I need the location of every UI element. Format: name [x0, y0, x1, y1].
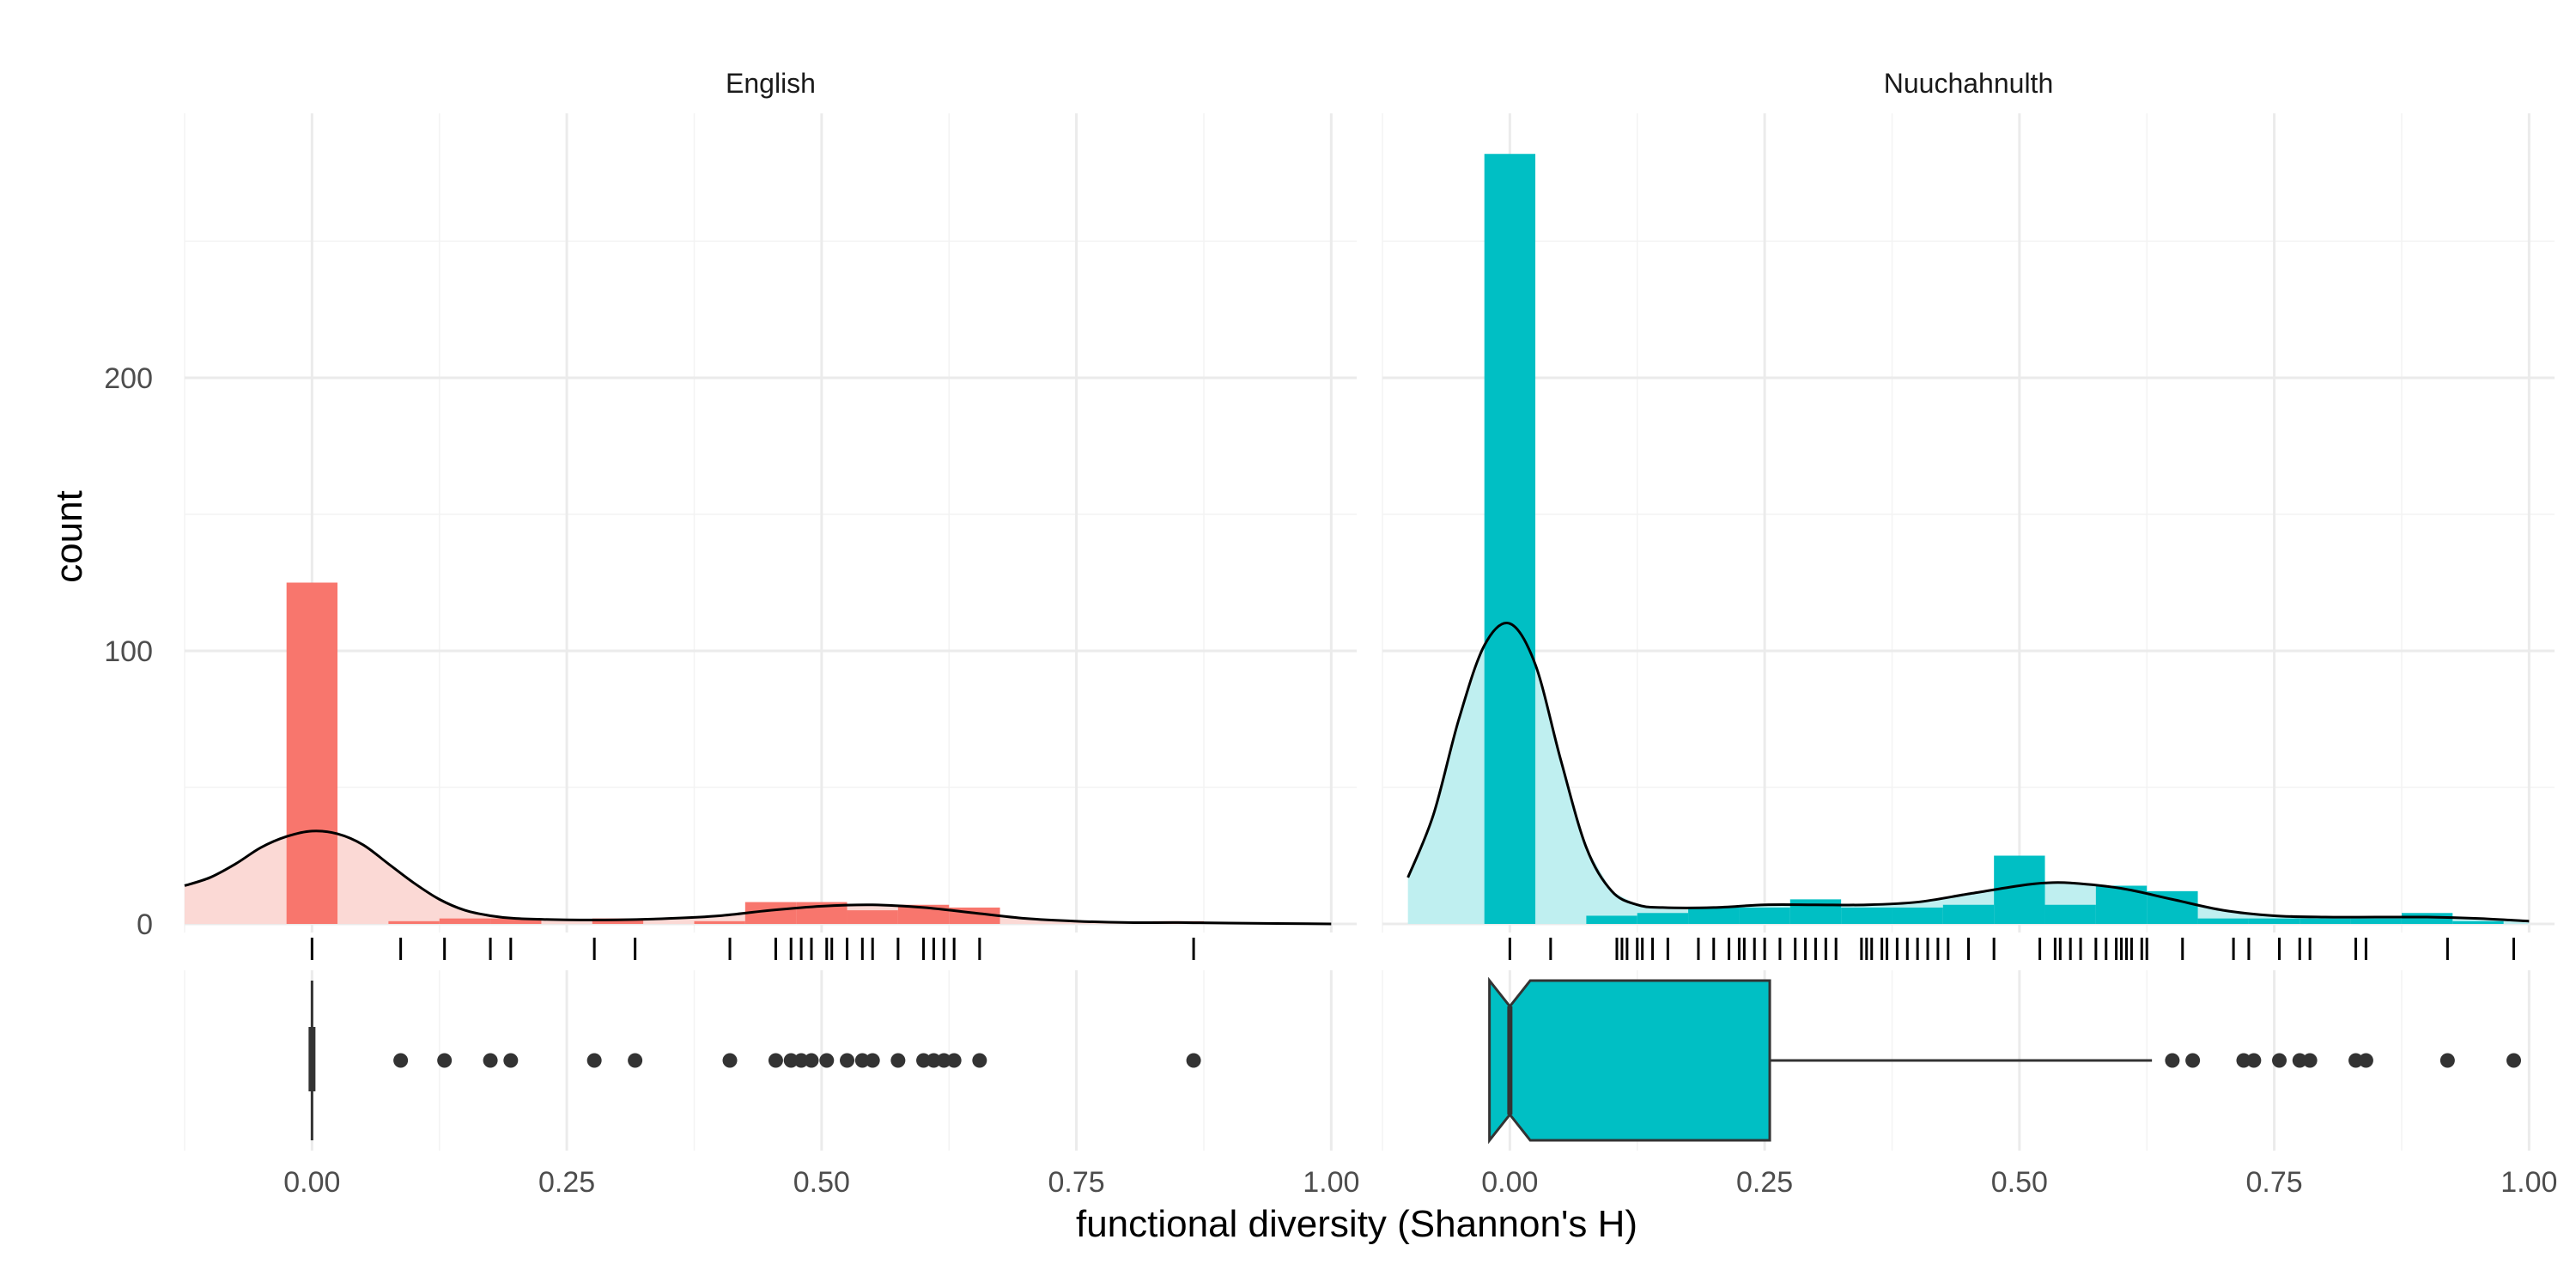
x-tick-label: 0.75	[2245, 1166, 2302, 1199]
y-axis-title: count	[48, 490, 90, 583]
x-tick-label: 0.50	[793, 1166, 850, 1199]
histogram-bar	[847, 910, 898, 924]
boxplot-outlier-point	[946, 1053, 962, 1068]
boxplot-outlier-point	[437, 1053, 453, 1068]
y-tick-label: 0	[137, 908, 153, 941]
histogram-bar	[592, 918, 644, 924]
panel-english: English 0.00 0.25 0.50 0.75 1.00	[184, 68, 1359, 1199]
histogram-bar	[1637, 913, 1689, 924]
boxplot-outlier-point	[2272, 1053, 2287, 1068]
boxplot-outlier-point	[2302, 1053, 2318, 1068]
x-tick-label: 0.25	[1736, 1166, 1793, 1199]
density-curve	[184, 829, 1332, 926]
x-tick-label: 0.75	[1048, 1166, 1104, 1199]
x-tick-label: 0.00	[1481, 1166, 1538, 1199]
boxplot-outlier-point	[2506, 1053, 2522, 1068]
y-tick-label: 100	[104, 635, 153, 668]
boxplot-outlier-point	[865, 1053, 880, 1068]
boxplot-notch-left	[1488, 976, 1511, 1145]
x-axis-title: functional diversity (Shannon's H)	[1076, 1203, 1637, 1245]
boxplot-outlier-point	[916, 1053, 932, 1068]
facet-label-nuuchahnulth: Nuuchahnulth	[1884, 68, 2053, 99]
boxplot-outlier-point	[890, 1053, 906, 1068]
boxplot-outlier-point	[628, 1053, 643, 1068]
boxplot-outlier-point	[586, 1053, 602, 1068]
histogram-bar	[1586, 915, 1637, 924]
boxplot-outlier-point	[2185, 1053, 2201, 1068]
facet-label-english: English	[726, 68, 816, 99]
boxplot-outlier-point	[2236, 1053, 2251, 1068]
boxplot-outlier-point	[783, 1053, 799, 1068]
boxplot-outlier-point	[972, 1053, 987, 1068]
boxplot-outlier-point	[2165, 1053, 2180, 1068]
boxplot-box	[1508, 979, 1771, 1142]
histogram-bar	[1789, 899, 1842, 924]
histogram-bar	[694, 920, 745, 924]
histogram-bar	[1994, 855, 2045, 924]
histogram-bar	[490, 918, 542, 924]
x-tick-label: 0.25	[538, 1166, 595, 1199]
density-curve	[1406, 621, 2530, 923]
boxplot-outlier-point	[503, 1053, 519, 1068]
boxplot-outlier-point	[768, 1053, 783, 1068]
x-tick-label: 1.00	[2500, 1166, 2557, 1199]
boxplot-outlier-point	[854, 1053, 870, 1068]
boxplot-outlier-point	[483, 1053, 498, 1068]
x-tick-label: 1.00	[1303, 1166, 1359, 1199]
histogram-bar	[1892, 907, 1943, 924]
histogram-bar	[1841, 907, 1893, 924]
boxplot-outlier-point	[793, 1053, 809, 1068]
histogram-bar	[1484, 154, 1536, 925]
boxplot-outlier-point	[2439, 1053, 2455, 1068]
histogram-bar	[439, 918, 491, 924]
boxplot-outlier-point	[393, 1053, 409, 1068]
histogram-bar	[2452, 920, 2504, 924]
histogram-bar	[286, 582, 338, 924]
histogram-bar	[1688, 907, 1740, 924]
boxplot-outlier-point	[2292, 1053, 2307, 1068]
histogram-bar	[1739, 907, 1790, 924]
boxplot-outlier-point	[2348, 1053, 2364, 1068]
boxplot-outlier-point	[2246, 1053, 2262, 1068]
histogram-bar	[2300, 918, 2351, 924]
histogram-bar	[2197, 918, 2249, 924]
boxplot-outlier-point	[819, 1053, 835, 1068]
x-tick-label: 0.50	[1991, 1166, 2048, 1199]
boxplot-outlier-point	[1186, 1053, 1201, 1068]
density-area	[1407, 623, 2530, 924]
x-tick-label: 0.00	[283, 1166, 340, 1199]
y-tick-label: 200	[104, 362, 153, 395]
histogram-bar	[2044, 904, 2096, 924]
boxplot-outlier-point	[722, 1053, 738, 1068]
histogram-bar	[2350, 918, 2402, 924]
boxplot-outlier-point	[2358, 1053, 2373, 1068]
boxplot-outlier-point	[936, 1053, 951, 1068]
boxplot-outlier-point	[926, 1053, 941, 1068]
histogram-bar	[388, 920, 440, 924]
panel-nuuchahnulth: Nuuchahnulth 0.00 0.25 0.50 0.75 1.00	[1382, 68, 2557, 1199]
histogram-bar	[1942, 904, 1995, 924]
boxplot-outlier-point	[840, 1053, 855, 1068]
histogram-bar	[2248, 918, 2300, 924]
boxplot-outlier-point	[804, 1053, 819, 1068]
